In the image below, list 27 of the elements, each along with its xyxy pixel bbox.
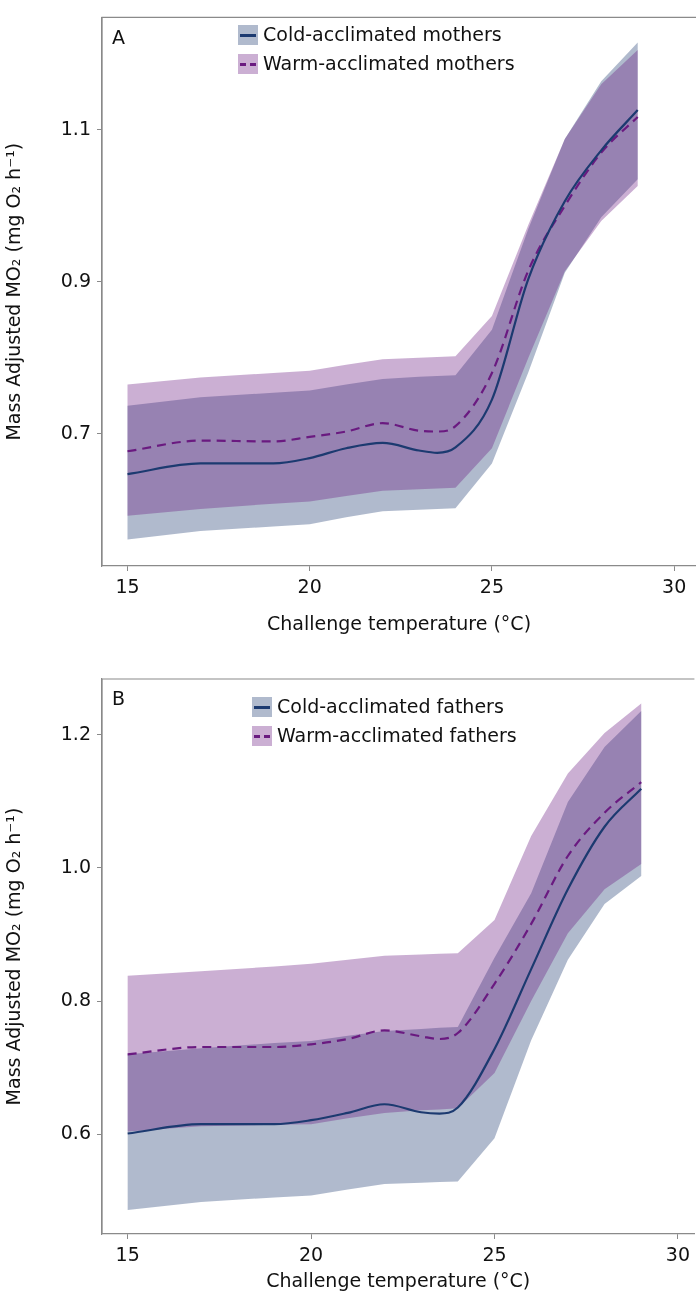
y-tick-label: 0.9 — [60, 268, 91, 291]
y-axis-title: Mass Adjusted MO₂ (mg O₂ h⁻¹) — [2, 142, 25, 441]
x-tick-label: 20 — [299, 1243, 324, 1266]
line-series — [126, 781, 643, 1056]
x-tick-label: 15 — [115, 575, 140, 598]
y-tick-label: 1.0 — [60, 854, 91, 877]
x-tick-label: 30 — [665, 1243, 691, 1266]
line-series — [126, 787, 643, 1135]
y-tick-label: 0.8 — [60, 988, 91, 1011]
x-axis-title: Challenge temperature (°C) — [266, 611, 532, 634]
text: B — [112, 687, 126, 710]
legend-label: Warm-acclimated fathers — [277, 723, 517, 748]
legend-label: Cold-acclimated mothers — [263, 22, 502, 47]
legend-label: Cold-acclimated fathers — [277, 694, 504, 719]
y-axis-title: Mass Adjusted MO₂ (mg O₂ h⁻¹) — [2, 807, 25, 1106]
legend-label: Warm-acclimated mothers — [263, 51, 515, 76]
text: A — [112, 25, 125, 48]
y-tick-label: 1.1 — [60, 116, 91, 139]
x-axis-title: Challenge temperature (°C) — [266, 1268, 531, 1291]
x-tick-label: 20 — [297, 575, 322, 598]
y-tick-label: 1.2 — [60, 721, 91, 744]
x-tick-label: 30 — [662, 575, 687, 598]
x-tick-label: 25 — [482, 1243, 507, 1266]
y-tick-label: 0.7 — [60, 420, 91, 443]
x-tick-label: 15 — [115, 1243, 140, 1266]
x-tick-label: 25 — [479, 575, 505, 598]
y-tick-label: 0.6 — [60, 1121, 91, 1144]
